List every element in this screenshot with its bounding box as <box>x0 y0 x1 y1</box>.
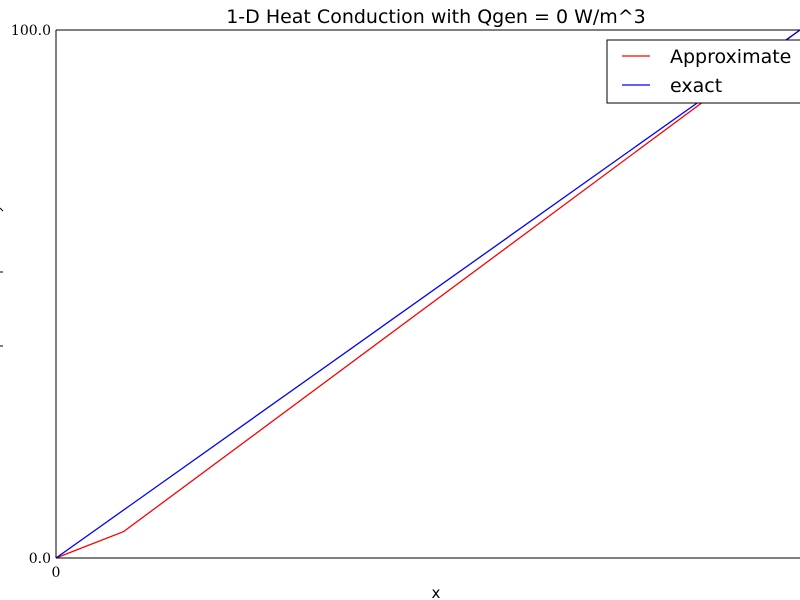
series-layer <box>56 30 800 558</box>
plot-frame <box>55 29 800 559</box>
y-tick-label: 0.0 <box>29 551 51 567</box>
legend: Approximate exact <box>606 39 800 104</box>
chart-title: 1-D Heat Conduction with Qgen = 0 W/m^3 <box>226 6 646 28</box>
series-line-exact <box>56 30 800 558</box>
y-tick-label: 100.0 <box>11 23 51 39</box>
legend-label-exact: exact <box>670 75 722 97</box>
series-line-approximate <box>56 30 800 558</box>
x-axis-label: x <box>432 584 441 600</box>
tick-layer: 0.0 100.0 0 <box>0 23 61 581</box>
x-tick-label: 0 <box>52 565 61 581</box>
legend-box <box>606 39 800 104</box>
legend-label-approximate: Approximate <box>670 46 791 68</box>
edge-tick-mark <box>0 207 4 212</box>
